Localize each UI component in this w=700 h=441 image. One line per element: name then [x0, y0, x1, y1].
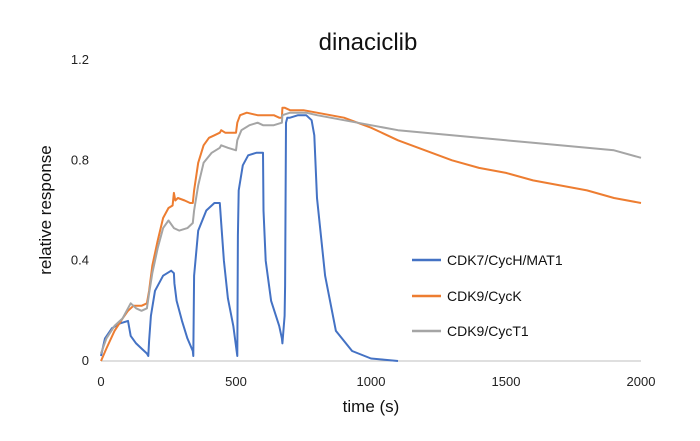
legend: CDK7/CycH/MAT1 CDK9/CycK CDK9/CycT1 [412, 252, 563, 339]
y-tick-label: 1.2 [71, 52, 89, 67]
series-line-cdk7-cych-mat1 [100, 114, 399, 362]
x-tick-label: 2000 [627, 374, 656, 389]
x-axis-ticks: 0 500 1000 1500 2000 [97, 374, 655, 389]
legend-label: CDK9/CycK [447, 288, 522, 304]
y-tick-label: 0.4 [71, 253, 89, 268]
y-tick-label: 0.8 [71, 152, 89, 167]
y-axis-label: relative response [36, 145, 55, 274]
y-tick-label: 0 [82, 353, 89, 368]
legend-label: CDK9/CycT1 [447, 323, 529, 339]
x-tick-label: 1000 [357, 374, 386, 389]
series-line-cdk9-cyck [100, 106, 642, 362]
chart-title: dinaciclib [319, 29, 418, 56]
series-lines [100, 106, 642, 362]
x-tick-label: 500 [225, 374, 247, 389]
x-axis-label: time (s) [343, 397, 400, 416]
series-line-cdk9-cyct1 [100, 111, 642, 354]
y-axis-ticks: 0 0.4 0.8 1.2 [71, 52, 89, 368]
x-tick-label: 1500 [492, 374, 521, 389]
legend-label: CDK7/CycH/MAT1 [447, 252, 563, 268]
x-tick-label: 0 [97, 374, 104, 389]
